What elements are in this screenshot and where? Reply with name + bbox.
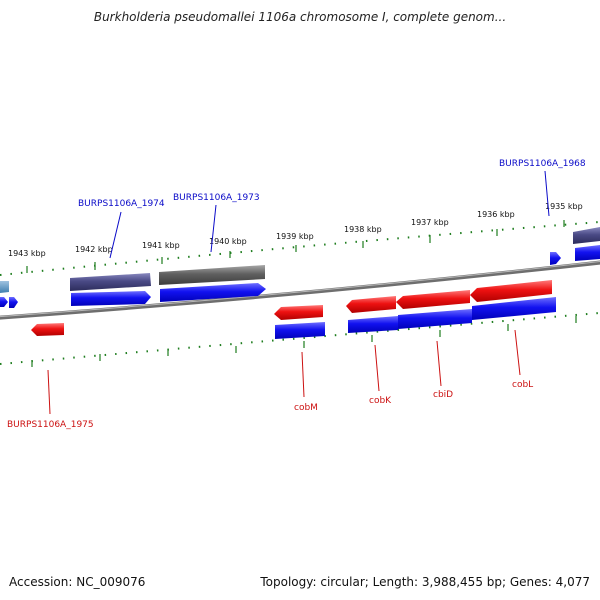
forward-tick-track <box>0 220 600 276</box>
gene-label-burps1975[interactable]: BURPS1106A_1975 <box>7 420 94 430</box>
gene-label-cbid[interactable]: cbiD <box>433 390 453 400</box>
gene-arrow[interactable] <box>9 297 18 308</box>
kbp-label: 1943 kbp <box>8 249 46 258</box>
map-title: Burkholderia pseudomallei 1106a chromoso… <box>93 10 507 24</box>
gene-label-burps1973[interactable]: BURPS1106A_1973 <box>173 193 260 203</box>
genome-summary-text: Topology: circular; Length: 3,988,455 bp… <box>260 575 590 589</box>
gene-arrow[interactable] <box>472 297 556 320</box>
label-leaders <box>47 170 550 415</box>
genome-backbone <box>0 260 600 320</box>
gene-label-cobm[interactable]: cobM <box>294 403 318 413</box>
gene-label-cobl[interactable]: cobL <box>512 380 533 390</box>
gene-label-burps1968[interactable]: BURPS1106A_1968 <box>499 159 586 169</box>
gene-arrow[interactable] <box>160 283 266 302</box>
gene-arrow[interactable] <box>0 297 8 307</box>
gene-arrow[interactable] <box>470 280 552 302</box>
kbp-label: 1938 kbp <box>344 225 382 234</box>
gene-arrow[interactable] <box>70 273 151 291</box>
gene-arrow[interactable] <box>550 252 561 265</box>
other-genes <box>0 227 600 293</box>
gene-arrow[interactable] <box>348 316 398 333</box>
kbp-labels: 1943 kbp 1942 kbp 1941 kbp 1940 kbp 1939… <box>8 202 583 258</box>
kbp-label: 1942 kbp <box>75 245 113 254</box>
accession-text: Accession: NC_009076 <box>9 575 146 589</box>
kbp-label: 1937 kbp <box>411 218 449 227</box>
kbp-label: 1941 kbp <box>142 241 180 250</box>
kbp-label: 1936 kbp <box>477 210 515 219</box>
reverse-tick-track <box>0 312 600 367</box>
kbp-label: 1935 kbp <box>545 202 583 211</box>
gene-arrow[interactable] <box>398 309 472 329</box>
gene-arrow[interactable] <box>396 290 470 309</box>
gene-label-cobk[interactable]: cobK <box>369 396 392 406</box>
gene-arrow[interactable] <box>0 281 9 293</box>
gene-labels: BURPS1106A_1974 BURPS1106A_1973 BURPS110… <box>7 159 586 430</box>
kbp-label: 1940 kbp <box>209 237 247 246</box>
gene-arrow[interactable] <box>159 265 265 285</box>
reverse-genes <box>31 280 552 336</box>
forward-genes <box>0 245 600 339</box>
gene-arrow[interactable] <box>573 227 600 244</box>
kbp-label: 1939 kbp <box>276 232 314 241</box>
gene-arrow[interactable] <box>275 322 325 339</box>
gene-arrow[interactable] <box>31 323 64 336</box>
gene-label-burps1974[interactable]: BURPS1106A_1974 <box>78 199 165 209</box>
gene-arrow[interactable] <box>346 296 396 313</box>
gene-arrow[interactable] <box>274 305 323 320</box>
gene-arrow[interactable] <box>575 245 600 261</box>
gene-arrow[interactable] <box>71 291 151 306</box>
